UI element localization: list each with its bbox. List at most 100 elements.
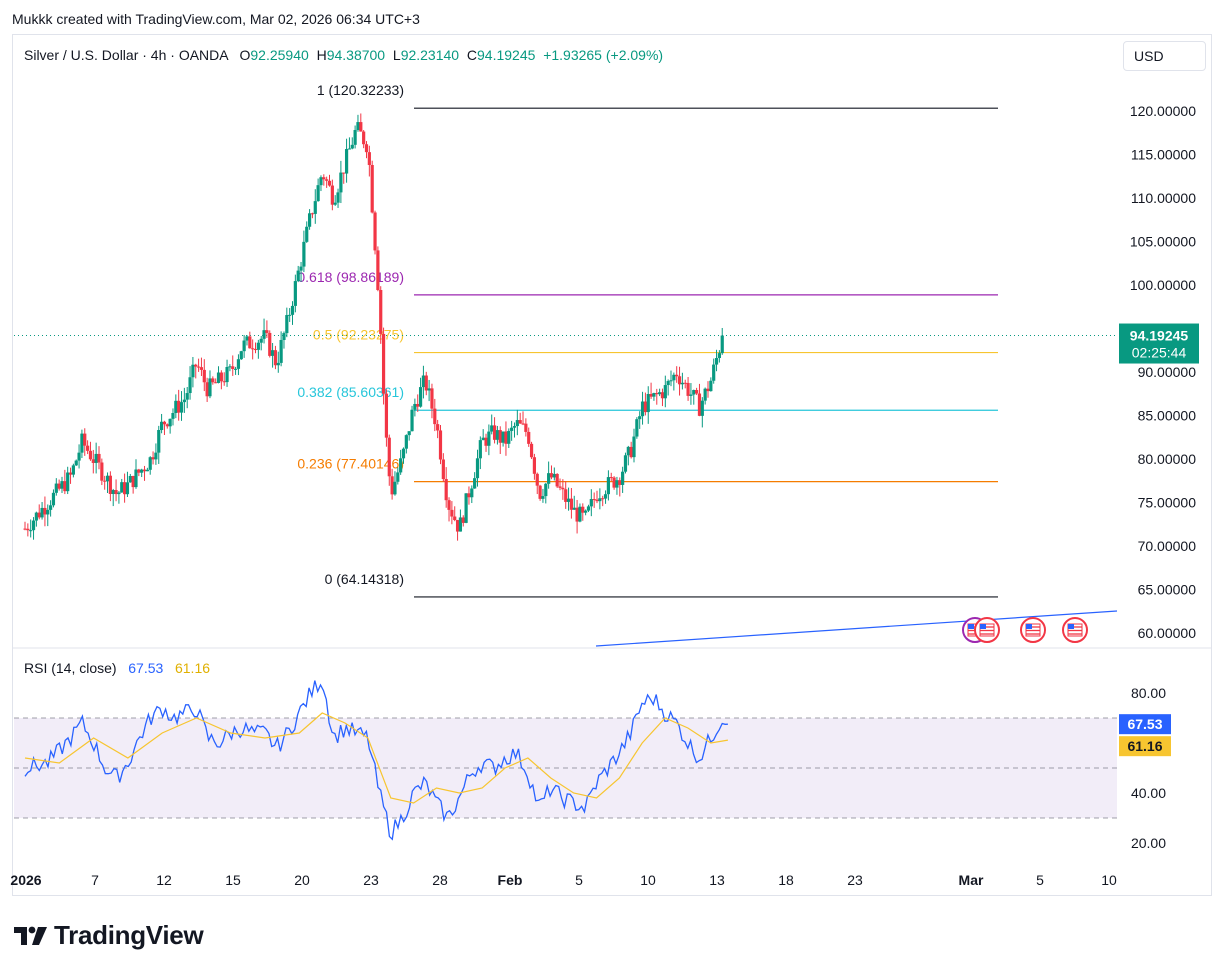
price-axis-tick: 70.00000 (1138, 538, 1197, 554)
rsi-line[interactable] (24, 680, 728, 841)
candle-body (276, 362, 280, 366)
candle (325, 176, 329, 188)
candle (601, 495, 605, 507)
candle (507, 428, 511, 449)
rsi-ma-line[interactable] (24, 712, 729, 804)
us-flag-event-icon[interactable] (1020, 617, 1046, 643)
candle (219, 370, 223, 390)
candle-body (265, 330, 269, 333)
candle (179, 391, 184, 421)
candle-body (111, 490, 115, 495)
candle-body (720, 335, 724, 354)
candle (695, 387, 699, 396)
candle-body (407, 431, 411, 436)
candle-body (188, 377, 192, 394)
candle (683, 379, 687, 389)
us-flag-event-icon[interactable] (974, 617, 1000, 643)
candle (424, 371, 428, 396)
candle (490, 414, 494, 435)
candle-body (91, 459, 95, 463)
candle-body (393, 481, 397, 495)
candle (353, 125, 357, 149)
high-value: 94.38700 (326, 47, 386, 63)
candle-body (29, 530, 33, 532)
candle-body (313, 201, 317, 214)
candle (569, 487, 574, 519)
candle (529, 441, 534, 460)
currency-selector[interactable]: USD (1123, 41, 1206, 71)
candle-body (171, 412, 175, 419)
candle-body (399, 458, 403, 473)
candle (23, 521, 27, 531)
candle-body (390, 476, 394, 495)
candle-body (305, 226, 309, 242)
candle (288, 308, 292, 322)
candle (120, 478, 124, 493)
candle (413, 398, 417, 417)
candle-body (26, 528, 30, 531)
candle-body (427, 388, 431, 391)
chart-frame (12, 34, 1212, 896)
candle-body (458, 517, 463, 532)
candle (418, 377, 423, 408)
candle-body (586, 506, 591, 511)
symbol-name[interactable]: Silver / U.S. Dollar · 4h · OANDA (24, 47, 228, 63)
candle-body (327, 180, 332, 186)
candle-body (177, 400, 181, 413)
trend-line[interactable] (595, 610, 1118, 647)
candle-body (660, 392, 665, 399)
candle-body (49, 505, 53, 510)
candle-body (575, 507, 579, 522)
candle (709, 377, 713, 392)
candle (555, 473, 559, 488)
candle (447, 497, 451, 522)
tradingview-logo[interactable]: TradingView (14, 920, 204, 951)
candle (663, 375, 667, 408)
candle-body (319, 177, 323, 186)
candle-body (455, 520, 460, 532)
candle (199, 357, 204, 377)
candle-body (697, 393, 702, 416)
candle-body (706, 388, 710, 392)
candle-body (512, 426, 517, 428)
candle-body (302, 241, 306, 267)
low-label: L (392, 47, 401, 63)
candle-body (621, 471, 625, 485)
candle (672, 372, 676, 391)
rsi-title[interactable]: RSI (14, close) (24, 660, 117, 676)
candle (564, 481, 568, 509)
price-axis-tick: 65.00000 (1138, 582, 1197, 598)
candle-body (370, 164, 374, 213)
candle (80, 429, 84, 458)
candle (720, 327, 724, 355)
us-flag-event-icon[interactable] (1062, 617, 1088, 643)
candle (299, 261, 303, 282)
candle (350, 137, 354, 150)
candle (609, 472, 613, 482)
candle-body (461, 517, 465, 523)
candle (717, 350, 721, 363)
candle (359, 113, 363, 132)
candle (635, 417, 639, 439)
candle (282, 331, 286, 349)
time-axis-tick: 2026 (10, 872, 41, 888)
candle-body (450, 509, 454, 517)
candle-body (71, 465, 75, 475)
candle (211, 376, 215, 385)
candle-body (515, 420, 519, 427)
candle (185, 386, 189, 409)
candle-body (60, 481, 64, 489)
candle-body (689, 394, 693, 396)
candle (216, 366, 221, 384)
open-label: O (239, 47, 251, 63)
candle (157, 425, 161, 464)
candle-body (162, 421, 167, 425)
candle (399, 449, 403, 475)
candle-body (131, 476, 135, 488)
candle (344, 138, 349, 183)
candle (433, 398, 437, 432)
candle-body (216, 372, 221, 383)
candle-body (675, 374, 679, 377)
candle (26, 523, 30, 537)
